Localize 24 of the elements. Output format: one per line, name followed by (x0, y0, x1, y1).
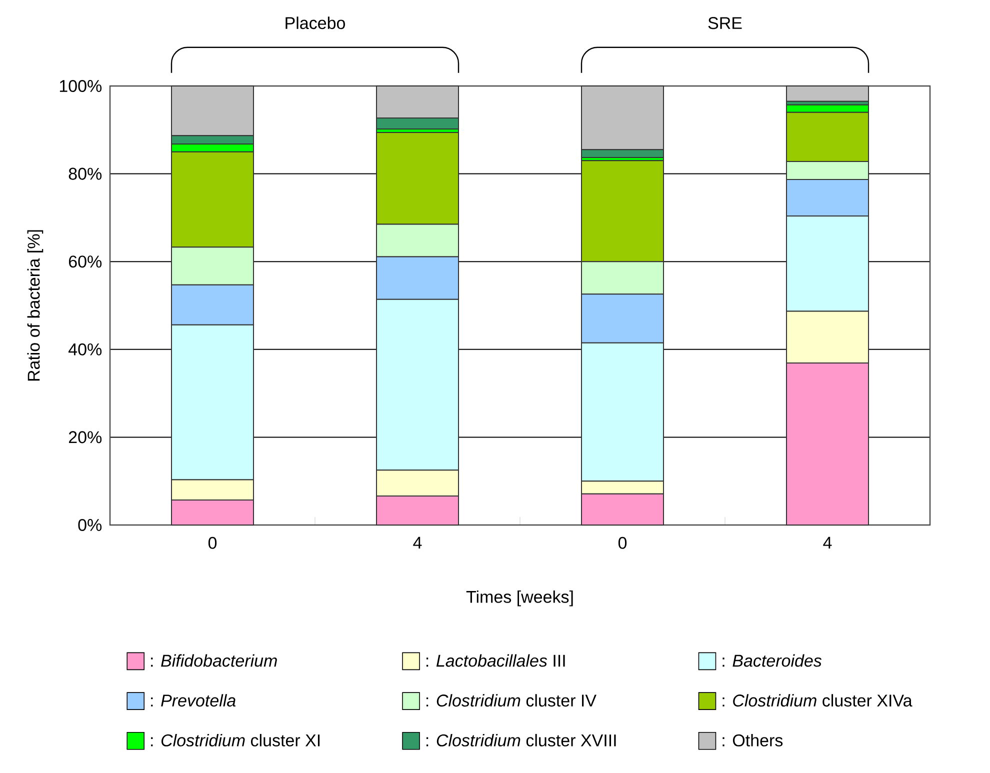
y-axis-title: Ratio of bacteria [%] (27, 230, 44, 381)
legend-label: : Clostridium cluster XIVa (722, 694, 912, 707)
legend-label: : Lactobacillales III (426, 654, 565, 667)
legend-label: : Bifidobacterium (151, 654, 277, 667)
bar (786, 85, 870, 102)
legend-label: : Clostridium cluster XVIII (426, 734, 616, 746)
x-tick-label: 0 (208, 536, 217, 549)
legend-label: : Others (722, 734, 783, 746)
y-tick-label: 80% (68, 168, 102, 180)
y-tick-label: 100% (60, 80, 102, 92)
legend-label: : Bacteroides (722, 654, 822, 667)
legend-label: : Clostridium cluster IV (426, 694, 596, 707)
text: Placebo (286, 16, 345, 30)
y-tick-label: 60% (68, 256, 102, 268)
legend-label: : Prevotella (151, 694, 236, 707)
y-tick-label: 40% (68, 343, 102, 356)
x-axis-title: Times [weeks] (466, 590, 573, 606)
x-tick-label: 4 (823, 536, 832, 549)
text: SRE (708, 17, 742, 30)
y-tick-label: 20% (68, 431, 102, 444)
y-tick-label: 0% (78, 518, 102, 532)
x-tick-label: 0 (618, 536, 627, 549)
x-tick-label: 4 (413, 536, 422, 549)
legend-label: : Clostridium cluster XI (151, 734, 320, 746)
